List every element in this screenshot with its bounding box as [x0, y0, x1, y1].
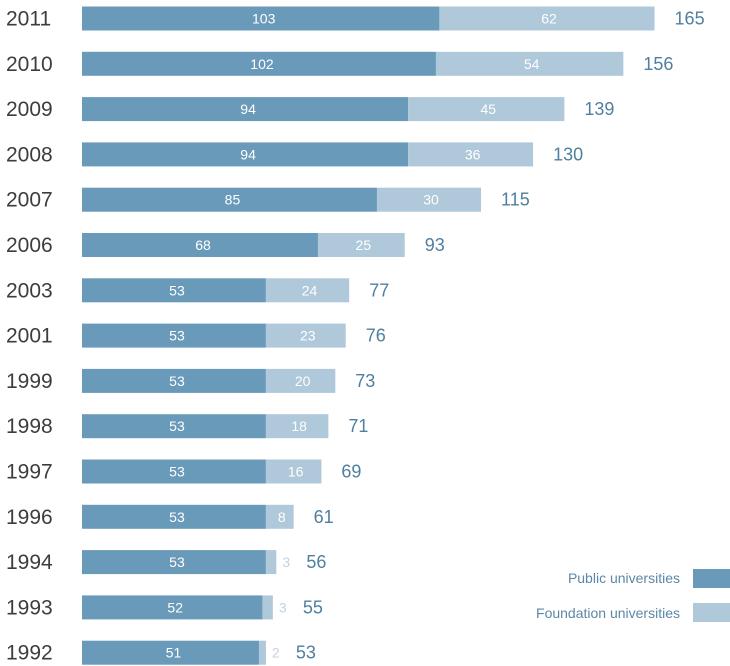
data-label-public: 68: [195, 237, 211, 253]
year-label: 2008: [6, 143, 53, 166]
data-label-foundation: 24: [302, 282, 318, 298]
data-label-total: 76: [366, 326, 386, 346]
bar-public-2008: [82, 142, 409, 167]
legend-swatch-foundation: [693, 603, 730, 622]
data-label-foundation: 62: [541, 11, 557, 27]
data-label-total: 165: [675, 9, 705, 29]
data-label-total: 115: [501, 190, 530, 210]
data-label-foundation: 23: [300, 328, 316, 344]
bar-public-1998: [82, 414, 266, 439]
bar-foundation-2003: [265, 278, 350, 303]
data-label-foundation: 25: [356, 237, 372, 253]
data-label-total: 69: [341, 462, 361, 482]
legend-label-foundation: Foundation universities: [536, 605, 680, 621]
bar-public-1996: [82, 504, 266, 529]
year-label: 1999: [6, 370, 53, 393]
year-label: 2007: [6, 189, 53, 212]
bar-public-1997: [82, 459, 266, 484]
bar-foundation-2001: [265, 323, 346, 348]
data-label-public: 53: [169, 373, 185, 389]
data-label-public: 53: [169, 464, 185, 480]
legend-label-public: Public universities: [568, 570, 680, 586]
year-label: 2011: [6, 8, 51, 31]
legend: Public universities Foundation universit…: [536, 569, 730, 622]
data-label-total: 56: [306, 552, 326, 572]
data-label-foundation: 3: [282, 554, 290, 570]
data-label-total: 53: [296, 643, 316, 663]
bar-foundation-2010: [435, 51, 624, 76]
year-label: 2006: [6, 234, 53, 257]
data-label-total: 73: [355, 371, 375, 391]
data-label-total: 139: [584, 99, 614, 119]
year-label: 1993: [6, 596, 53, 619]
data-label-public: 94: [240, 101, 256, 117]
bar-public-1993: [82, 595, 263, 620]
data-label-public: 53: [169, 418, 185, 434]
data-label-foundation: 16: [288, 464, 304, 480]
data-label-public: 85: [225, 192, 241, 208]
data-label-public: 102: [250, 56, 274, 72]
data-label-public: 53: [169, 328, 185, 344]
bar-public-2001: [82, 323, 266, 348]
bar-foundation-1992: [258, 640, 266, 665]
year-label: 2003: [6, 279, 53, 302]
data-label-total: 77: [369, 280, 389, 300]
data-label-total: 55: [303, 597, 323, 617]
data-label-foundation: 2: [272, 645, 280, 661]
bar-public-1994: [82, 550, 266, 575]
data-label-public: 53: [169, 554, 185, 570]
data-label-foundation: 20: [295, 373, 311, 389]
bar-foundation-2008: [408, 142, 534, 167]
data-label-public: 52: [167, 599, 183, 615]
bar-foundation-1996: [265, 504, 294, 529]
bar-foundation-1998: [265, 414, 329, 439]
year-label: 2001: [6, 325, 53, 348]
bar-public-1999: [82, 368, 266, 393]
data-label-foundation: 54: [524, 56, 540, 72]
bar-foundation-2006: [317, 233, 405, 257]
data-label-total: 93: [425, 235, 445, 255]
data-label-foundation: 30: [423, 192, 439, 208]
bar-public-2006: [82, 233, 318, 257]
bar-public-2007: [82, 187, 377, 212]
data-label-foundation: 8: [278, 509, 286, 525]
bar-public-1992: [82, 640, 259, 665]
bar-public-2010: [82, 51, 436, 76]
data-label-foundation: 36: [465, 146, 481, 162]
data-label-public: 53: [169, 509, 185, 525]
data-label-public: 53: [169, 282, 185, 298]
year-label: 1992: [6, 642, 53, 665]
year-label: 2009: [6, 98, 53, 121]
data-label-foundation: 45: [480, 101, 496, 117]
data-label-foundation: 18: [291, 418, 307, 434]
bar-foundation-2007: [376, 187, 482, 212]
bar-foundation-2011: [439, 6, 655, 31]
bar-foundation-1994: [265, 550, 277, 575]
bar-public-2011: [82, 6, 440, 31]
bar-public-2003: [82, 278, 266, 303]
data-label-foundation: 3: [279, 599, 287, 615]
bar-foundation-1997: [265, 459, 322, 484]
data-label-public: 103: [252, 11, 276, 27]
data-label-public: 94: [240, 146, 256, 162]
year-label: 1996: [6, 506, 53, 529]
data-label-public: 51: [166, 645, 182, 661]
year-label: 1998: [6, 415, 53, 438]
data-label-total: 61: [314, 507, 334, 527]
year-label: 1994: [6, 551, 53, 574]
legend-swatch-public: [693, 569, 730, 588]
bar-public-2009: [82, 97, 409, 122]
bar-foundation-2009: [408, 97, 565, 122]
bar-foundation-1993: [262, 595, 273, 620]
data-label-total: 156: [643, 54, 673, 74]
year-label: 2010: [6, 53, 53, 76]
bar-foundation-1999: [265, 368, 336, 393]
bars-layer: 2011 103 62 165 2010 102 54 156 2009 94 45 139 2008 9…: [6, 6, 705, 665]
data-label-total: 130: [553, 144, 583, 164]
data-label-total: 71: [348, 416, 368, 436]
year-label: 1997: [6, 461, 53, 484]
